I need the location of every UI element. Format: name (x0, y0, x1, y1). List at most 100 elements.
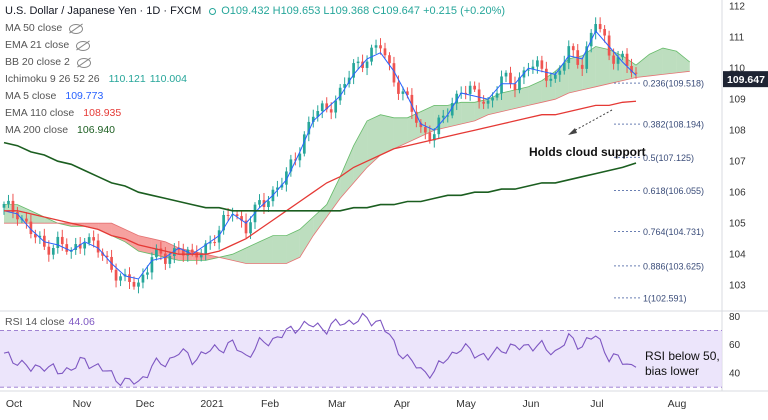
cloud-segment (501, 89, 515, 112)
candle-body (504, 72, 508, 77)
indicator-row[interactable]: MA 5 close 109.773 (5, 88, 505, 105)
candle-body (567, 46, 571, 63)
candle-body (598, 24, 602, 30)
candle-body (562, 62, 566, 71)
candle-body (540, 60, 544, 69)
cloud-segment (649, 48, 663, 76)
candle-body (244, 220, 248, 234)
hidden-eye-icon[interactable] (76, 40, 91, 51)
cloud-segment (259, 235, 273, 264)
candle-body (495, 93, 499, 98)
candle-body (410, 94, 414, 112)
hidden-eye-icon[interactable] (69, 23, 84, 34)
candle-body (432, 134, 436, 141)
candle-body (419, 122, 423, 128)
candle-body (531, 66, 535, 70)
cloud-segment (528, 80, 542, 106)
cloud-segment (205, 254, 220, 261)
candle-body (289, 159, 293, 172)
candle-body (204, 243, 208, 255)
candle-body (549, 78, 553, 81)
candle-body (527, 69, 530, 71)
candle-body (276, 187, 279, 190)
candle-body (190, 249, 194, 253)
candle-body (509, 72, 512, 84)
fib-level-label: 0.236(109.518) (643, 79, 704, 89)
candle-body (195, 252, 199, 258)
candle-body (164, 253, 167, 264)
indicator-name: MA 5 close (5, 90, 57, 102)
candle-body (213, 242, 217, 244)
cloud-segment (138, 235, 152, 255)
indicator-row[interactable]: MA 200 close 106.940 (5, 122, 505, 139)
time-tick-label: Jun (523, 398, 540, 410)
indicator-value: 106.940 (77, 124, 116, 136)
candle-body (240, 216, 243, 221)
candle-body (25, 218, 28, 222)
candle-body (580, 64, 584, 69)
candle-body (379, 45, 382, 49)
candle-body (473, 85, 476, 90)
candle-body (226, 214, 230, 216)
fib-level-label: 1(102.591) (643, 293, 687, 303)
cloud-segment (326, 176, 341, 217)
indicator-row[interactable]: Ichimoku 9 26 52 26 110.121 110.004 (5, 71, 505, 88)
price-tick-label: 105 (729, 219, 746, 230)
candle-body (316, 111, 320, 117)
indicator-row[interactable]: EMA 21 close (5, 37, 505, 54)
chart-title: U.S. Dollar / Japanese Yen · 1D · FXCM (5, 5, 202, 17)
fib-level-label: 0.886(103.625) (643, 261, 704, 271)
candle-body (155, 248, 158, 258)
legend-title-row: U.S. Dollar / Japanese Yen · 1D · FXCM O… (5, 3, 505, 20)
main-panel-bg (0, 0, 722, 310)
candle-body (383, 48, 387, 56)
candle-body (92, 237, 95, 241)
candle-body (208, 242, 212, 244)
indicator-row[interactable]: MA 50 close (5, 20, 505, 37)
cloud-segment (232, 248, 247, 264)
price-tick-label: 104 (729, 250, 746, 261)
candle-body (406, 91, 409, 95)
candle-body (401, 91, 405, 94)
fib-level-label: 0.764(104.731) (643, 227, 704, 237)
candle-body (388, 55, 391, 64)
cloud-segment (474, 99, 489, 121)
candle-body (365, 61, 369, 68)
cloud-segment (568, 55, 583, 93)
candle-body (446, 115, 450, 117)
candle-body (47, 246, 51, 255)
cloud-segment (84, 223, 99, 230)
candle-body (119, 276, 122, 281)
rsi-tick-label: 40 (729, 368, 741, 379)
candle-body (536, 60, 539, 67)
candle-body (172, 248, 176, 256)
candle-body (249, 222, 252, 234)
ichimoku-cloud (4, 46, 691, 264)
cloud-segment (461, 102, 475, 124)
cloud-segment (353, 120, 368, 183)
indicator-row[interactable]: EMA 110 close 108.935 (5, 105, 505, 122)
candle-body (285, 171, 288, 185)
candle-body (7, 200, 10, 204)
indicator-list: MA 50 close EMA 21 close BB 20 close 2 Ichi… (5, 20, 505, 139)
candle-body (450, 103, 454, 116)
ohlc-readout: O109.432 H109.653 L109.368 C109.647 +0.2… (221, 5, 506, 17)
candle-body (258, 200, 261, 205)
candle-body (607, 35, 611, 56)
indicator-name: EMA 21 close (5, 39, 70, 51)
candle-body (518, 77, 521, 91)
candle-body (267, 201, 270, 208)
candle-body (392, 63, 396, 83)
indicator-name: EMA 110 close (5, 107, 75, 119)
hidden-eye-icon[interactable] (76, 57, 91, 68)
cloud-segment (662, 48, 677, 75)
candle-body (137, 282, 140, 287)
candle-body (168, 255, 172, 264)
time-tick-label: Oct (6, 398, 22, 410)
indicator-row[interactable]: BB 20 close 2 (5, 54, 505, 71)
rsi-label: RSI 14 close (5, 316, 65, 328)
candle-body (343, 84, 346, 88)
candle-body (616, 57, 620, 64)
